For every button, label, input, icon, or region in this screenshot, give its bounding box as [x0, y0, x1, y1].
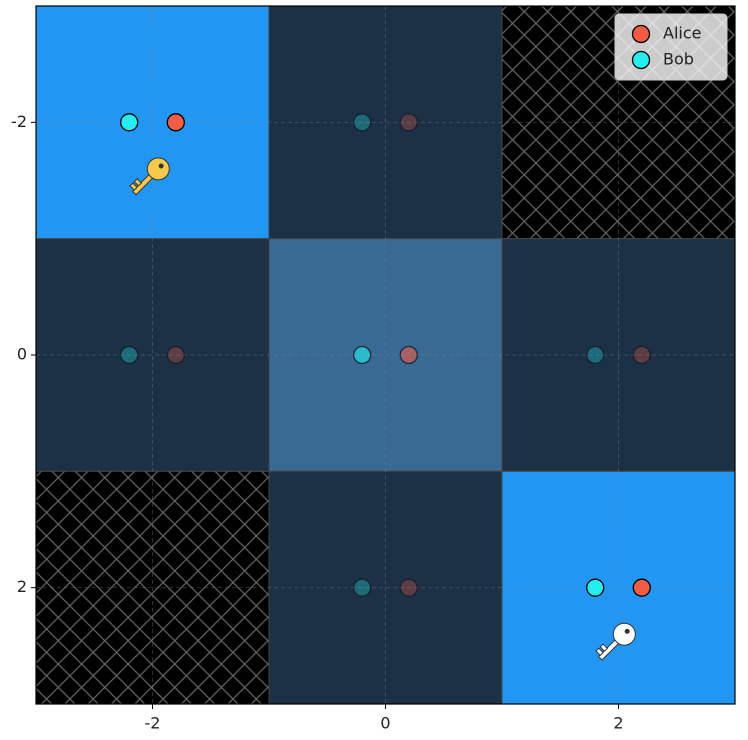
key-head — [612, 622, 636, 646]
key-tooth — [599, 643, 609, 652]
legend-label: Bob — [663, 50, 694, 69]
key-tooth — [129, 182, 138, 191]
agent-marker — [166, 345, 185, 365]
key-hole — [624, 628, 630, 634]
legend-label: Alice — [663, 24, 701, 43]
agent-marker — [586, 578, 605, 597]
cell — [268, 470, 503, 705]
agent-marker — [632, 578, 651, 597]
cell — [35, 238, 270, 472]
cell-hatch — [36, 471, 269, 704]
agent-marker — [353, 113, 372, 132]
key-tooth — [595, 647, 604, 657]
x-tick-label: 0 — [380, 714, 390, 733]
y-tick-label: 0 — [17, 345, 27, 364]
y-tick-label: 2 — [17, 577, 27, 596]
agent-marker — [166, 113, 185, 132]
legend-marker — [631, 24, 651, 44]
agent-marker — [353, 578, 372, 597]
agent-marker — [353, 345, 372, 365]
key-head — [146, 157, 170, 181]
agent-marker — [399, 578, 418, 597]
y-tick-label: -2 — [11, 112, 27, 131]
agent-marker — [632, 345, 651, 365]
key-hole — [158, 163, 164, 169]
agent-marker — [120, 345, 139, 365]
agent-marker — [586, 345, 605, 365]
cell — [501, 238, 736, 472]
cell — [268, 5, 503, 240]
agent-marker — [399, 345, 418, 365]
cell — [35, 5, 270, 240]
key — [129, 157, 170, 196]
agent-marker — [120, 113, 139, 132]
x-tick-label: 2 — [613, 714, 623, 733]
x-tick-label: -2 — [145, 714, 161, 733]
key — [595, 622, 636, 661]
legend-marker — [631, 50, 651, 70]
key-tooth — [133, 178, 143, 187]
agent-marker — [399, 113, 418, 132]
